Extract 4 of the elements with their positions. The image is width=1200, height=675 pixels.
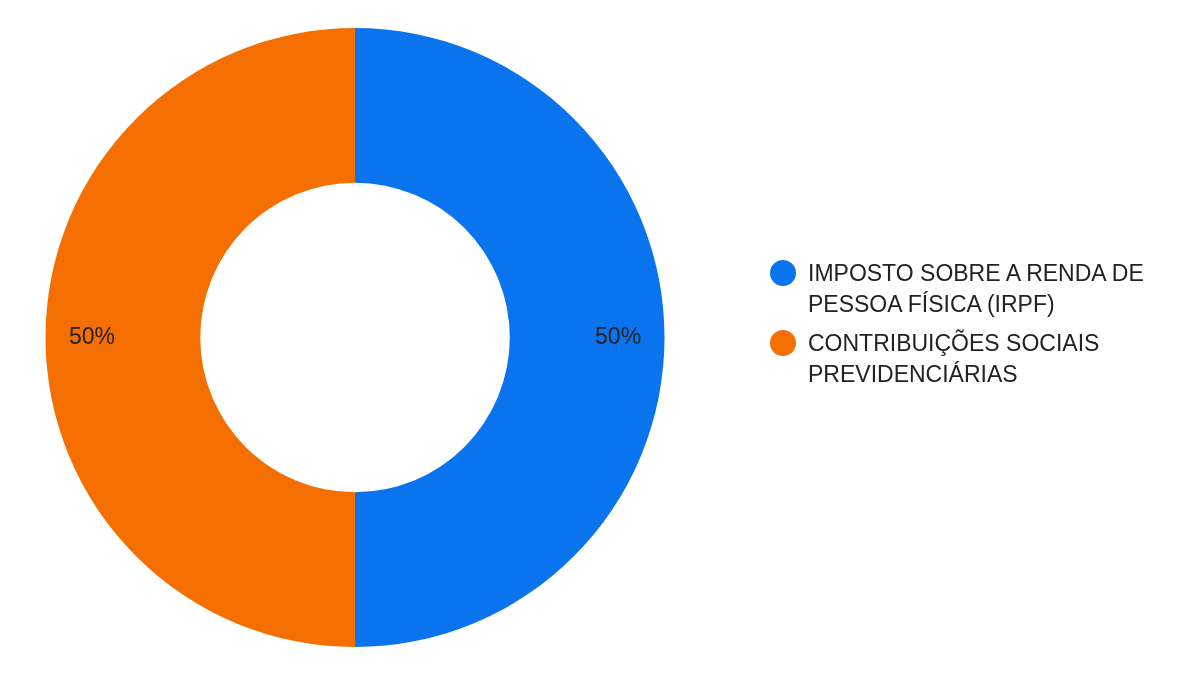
data-label: 50% [595, 322, 642, 349]
data-label: 50% [68, 322, 115, 349]
legend-label: IMPOSTO SOBRE A RENDA DE PESSOA FÍSICA (IRPF) [808, 259, 1145, 319]
legend-label: CONTRIBUIÇÕES SOCIAIS PREVIDENCIÁRIAS [808, 328, 1101, 389]
